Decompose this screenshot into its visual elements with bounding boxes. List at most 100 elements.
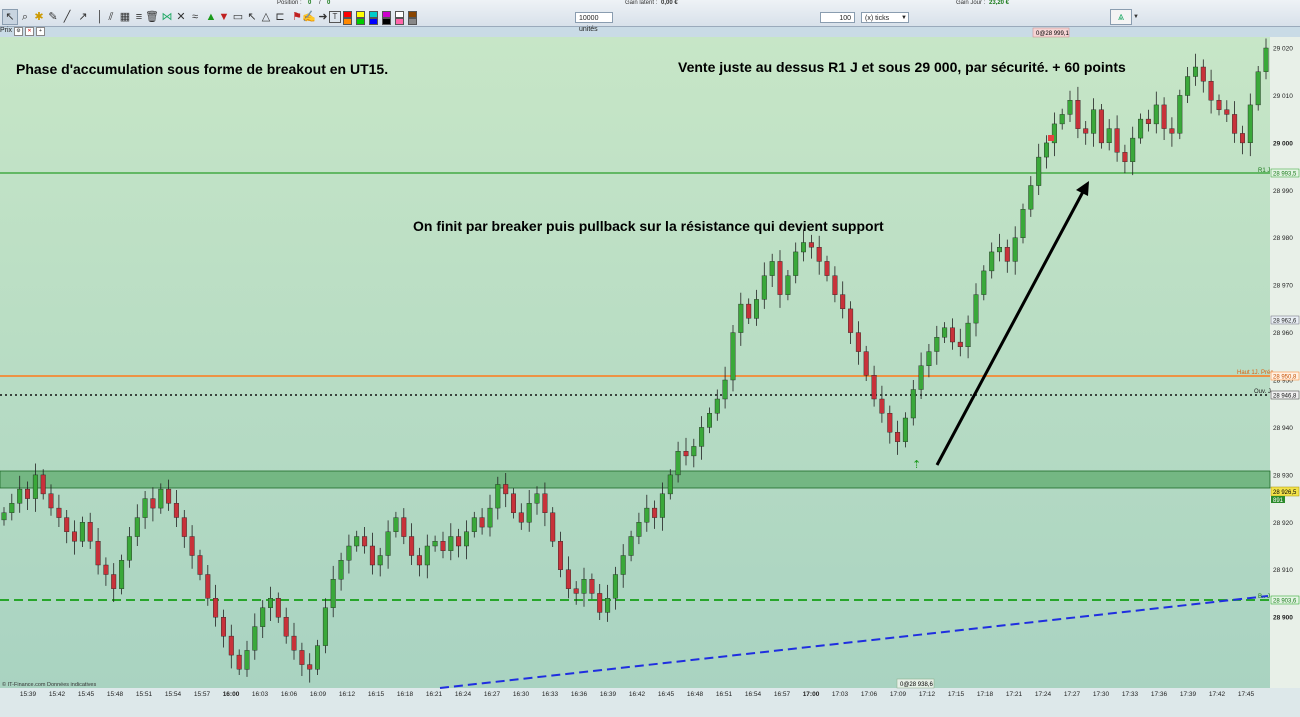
candle-bullish: [1138, 118, 1144, 139]
time-tick-label: 17:06: [861, 691, 878, 698]
candle-bearish: [362, 536, 368, 547]
time-tick-label: 17:33: [1122, 691, 1139, 698]
candle-bullish: [487, 507, 493, 528]
chart-type-icon[interactable]: ⩓: [1110, 9, 1132, 25]
color-swatch[interactable]: [343, 11, 352, 18]
ray-tool-icon[interactable]: ↗: [78, 11, 88, 23]
candle-bullish: [981, 270, 987, 295]
prix-close-icon[interactable]: ✕: [24, 27, 34, 36]
arrow-tool-icon[interactable]: ↖: [247, 11, 257, 23]
candle-bearish: [816, 246, 822, 262]
annotation-icon[interactable]: ✍: [302, 11, 316, 23]
color-swatch[interactable]: [356, 11, 365, 18]
candle-bullish: [1051, 123, 1057, 144]
pattern-tool-icon[interactable]: ⋈: [161, 11, 173, 23]
time-tick-label: 16:06: [281, 691, 298, 698]
trash-icon[interactable]: 🗑: [145, 11, 159, 23]
candle-bearish: [503, 484, 509, 495]
color-swatch[interactable]: [408, 11, 417, 18]
candle-bearish: [189, 536, 195, 556]
mid-value: 28 962,6: [1273, 319, 1297, 325]
time-tick-label: 16:24: [455, 691, 472, 698]
candlesticks: [1, 38, 1269, 683]
color-swatch[interactable]: [382, 18, 391, 25]
daily-open-name: Ouv. J: [1254, 389, 1271, 395]
price-tick-label: 28 970: [1273, 283, 1293, 290]
vertical-line-icon[interactable]: │: [96, 11, 104, 23]
color-swatch[interactable]: [395, 18, 404, 25]
time-tick-label: 16:39: [600, 691, 617, 698]
line-tool-icon[interactable]: ╱: [63, 11, 71, 23]
channel-tool-icon[interactable]: ⫽: [108, 11, 114, 23]
time-tick-label: 17:18: [977, 691, 994, 698]
buy-arrow-icon[interactable]: ▲: [205, 11, 217, 23]
candle-bearish: [307, 664, 313, 670]
next-arrow-icon[interactable]: ➜: [318, 11, 328, 23]
zoom-icon[interactable]: ⌕: [21, 11, 29, 23]
candle-bullish: [997, 246, 1003, 253]
candle-bullish: [315, 645, 321, 670]
cursor-tool-icon[interactable]: ↖: [2, 9, 18, 25]
candle-bullish: [1012, 237, 1018, 262]
candle-bearish: [887, 413, 893, 433]
price-tag-icon[interactable]: ⊏: [275, 11, 285, 23]
time-tick-label: 17:15: [948, 691, 965, 698]
color-swatch[interactable]: [343, 18, 352, 25]
prix-settings-icon[interactable]: ⚙: [14, 27, 24, 36]
tick-count-input[interactable]: 100: [820, 12, 855, 23]
price-chart[interactable]: Phase d'accumulation sous forme de break…: [0, 26, 1300, 717]
candle-bearish: [1161, 104, 1167, 129]
sell-arrow-icon[interactable]: ▼: [218, 11, 230, 23]
color-swatch[interactable]: [369, 11, 378, 18]
color-palette[interactable]: [343, 0, 423, 26]
wave-tool-icon[interactable]: ≈: [191, 11, 199, 23]
chevron-down-icon: ▼: [901, 15, 907, 21]
support-zone: [0, 470, 1271, 489]
gain-latent-value: 0,00 €: [661, 0, 678, 6]
triangle-tool-icon[interactable]: △: [261, 11, 271, 23]
candle-bearish: [863, 351, 869, 376]
units-select[interactable]: 10000 unités: [575, 12, 613, 33]
color-swatch[interactable]: [356, 18, 365, 25]
candle-bullish: [338, 560, 344, 580]
time-tick-label: 17:12: [919, 691, 936, 698]
candle-bearish: [409, 536, 415, 556]
candle-bearish: [652, 507, 658, 518]
r1-value: 28 993,5: [1273, 172, 1297, 178]
cross-tool-icon[interactable]: ✕: [176, 11, 186, 23]
candle-bullish: [9, 503, 15, 513]
color-swatch[interactable]: [395, 11, 404, 18]
candle-bearish: [1232, 114, 1238, 134]
chart-type-chevron-icon[interactable]: ▼: [1133, 14, 1139, 20]
highlight-icon[interactable]: ✱: [34, 11, 44, 23]
color-swatch[interactable]: [382, 11, 391, 18]
candle-bullish: [612, 574, 618, 599]
color-swatch[interactable]: [369, 18, 378, 25]
pencil-icon[interactable]: ✎: [48, 11, 58, 23]
candle-bearish: [950, 327, 956, 343]
grid-tool-icon[interactable]: ▦: [119, 11, 131, 23]
candle-bullish: [1059, 114, 1065, 125]
candle-bullish: [252, 626, 258, 651]
candle-bearish: [1224, 109, 1230, 115]
rectangle-tool-icon[interactable]: ▭: [232, 11, 244, 23]
price-tick-label: 29 020: [1273, 46, 1293, 53]
time-tick-label: 15:57: [194, 691, 211, 698]
text-tool-icon[interactable]: T: [329, 11, 341, 23]
support-tag: [1270, 595, 1300, 605]
candle-bearish: [1239, 133, 1245, 144]
position-value-2: 0: [327, 0, 331, 6]
color-swatch[interactable]: [408, 18, 417, 25]
annotation-accumulation: Phase d'accumulation sous forme de break…: [16, 61, 388, 77]
flag-icon[interactable]: ⚑: [292, 11, 302, 23]
candle-bullish: [973, 294, 979, 324]
candle-bearish: [565, 569, 571, 589]
fibonacci-icon[interactable]: ≡: [135, 11, 143, 23]
time-axis-background: [0, 688, 1300, 717]
tick-unit-select[interactable]: (x) ticks ▼: [861, 12, 909, 23]
prix-add-icon[interactable]: +: [35, 27, 45, 36]
time-tick-label: 17:21: [1006, 691, 1023, 698]
candle-bearish: [56, 507, 62, 518]
candle-bullish: [268, 598, 274, 608]
candle-bearish: [1200, 66, 1206, 82]
